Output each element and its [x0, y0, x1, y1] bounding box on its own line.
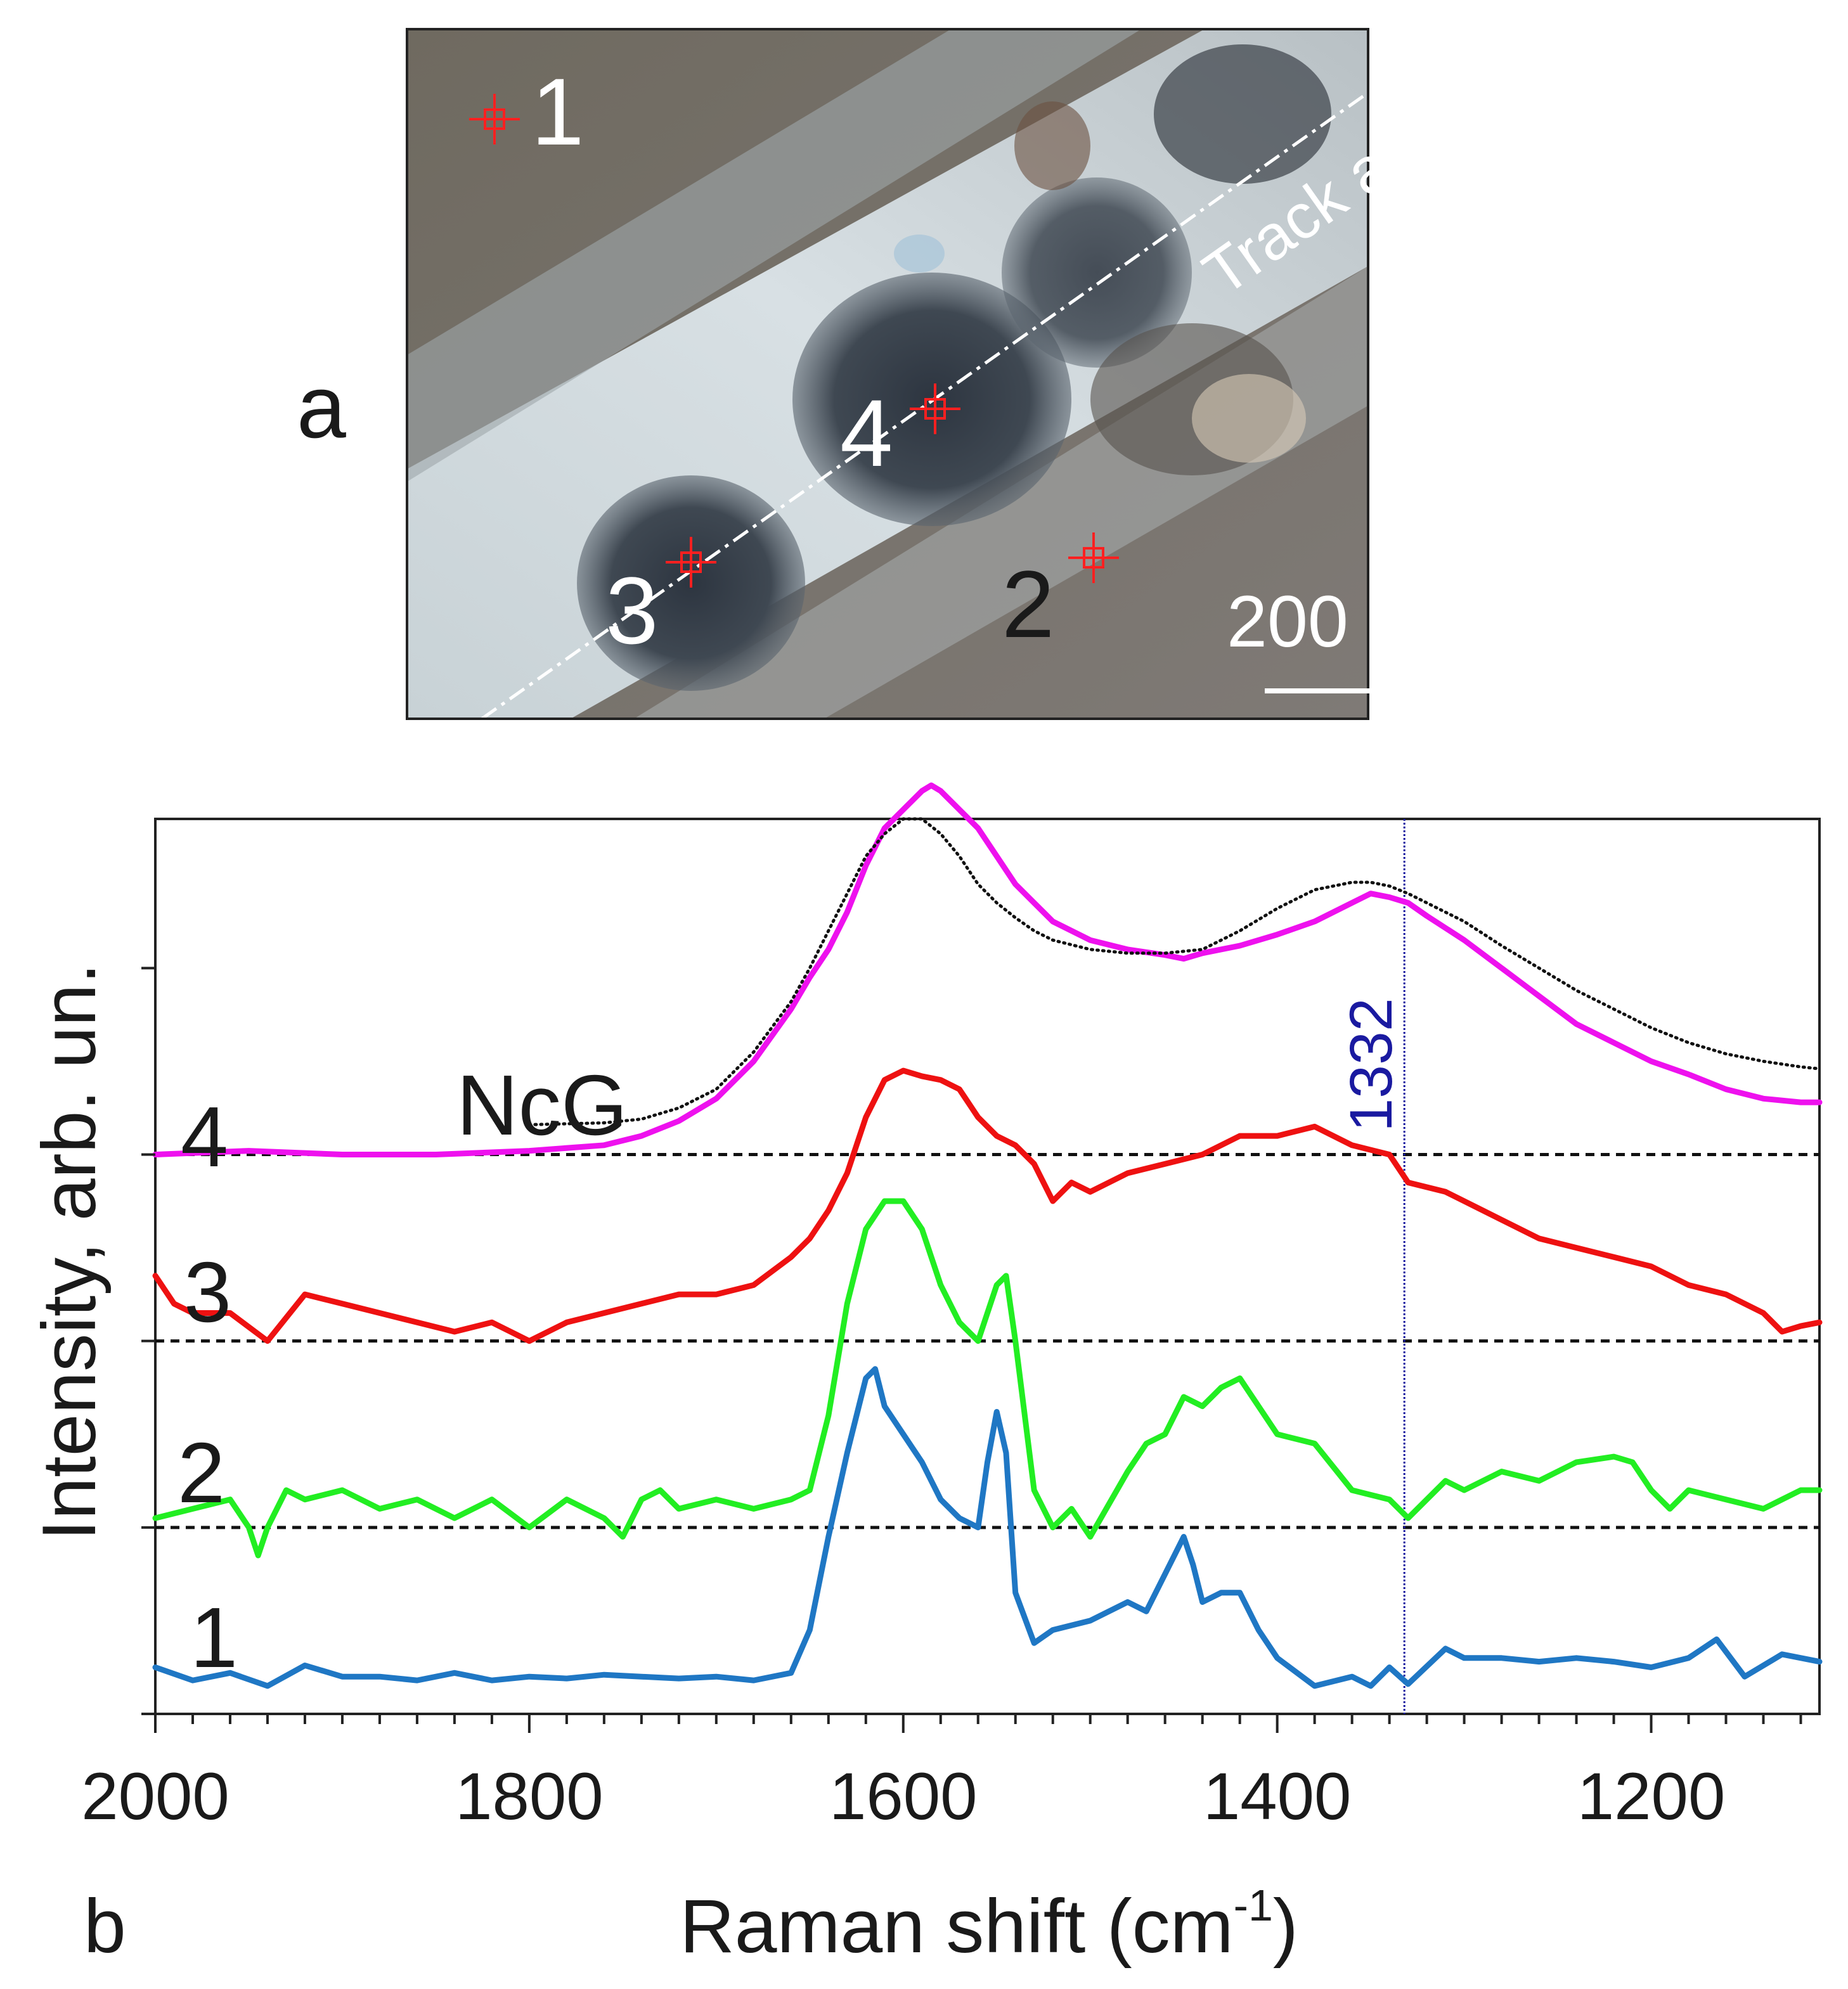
series-line-4 [152, 782, 1823, 1157]
series-line-ncg [527, 817, 1821, 1126]
series-label-3: 3 [184, 1244, 231, 1340]
raman-chart: 1332 2000 1800 1600 1400 1200 1 2 3 4 NcG Intens… [27, 782, 1823, 1969]
micrograph-panel: 1 4 3 2 Track axis 200 µm a [297, 28, 1522, 720]
scale-bar-label: 200 µm [1227, 581, 1471, 662]
plot-frame [154, 818, 1821, 1715]
x-tick-label-1400: 1400 [1203, 1760, 1352, 1834]
series-label-2: 2 [178, 1425, 225, 1521]
x-tick-label-1200: 1200 [1577, 1760, 1726, 1834]
point-label-1: 1 [531, 58, 584, 165]
x-axis-title: Raman shift (cm-1) [680, 1881, 1298, 1969]
point-marker-2 [1068, 532, 1119, 583]
point-marker-3 [666, 537, 716, 588]
x-axis-title-end: ) [1273, 1884, 1298, 1969]
point-label-2: 2 [1002, 551, 1054, 657]
x-tick-label-1800: 1800 [455, 1760, 604, 1834]
y-axis-ticks [141, 967, 155, 1715]
x-tick-label-1600: 1600 [829, 1760, 978, 1834]
series-labels: 1 2 3 4 NcG [178, 1057, 628, 1685]
panel-b-letter: b [84, 1884, 126, 1969]
series-label-4: 4 [181, 1089, 228, 1185]
x-axis-title-main: Raman shift (cm [680, 1884, 1234, 1969]
x-axis-title-sup: -1 [1234, 1881, 1273, 1930]
series-label-1: 1 [190, 1590, 238, 1685]
y-axis-title: Intensity, arb. un. [27, 963, 112, 1541]
track-axis-line [481, 91, 1368, 719]
series-label-ncg: NcG [456, 1057, 628, 1153]
point-marker-1 [469, 94, 520, 145]
x-tick-label-2000: 2000 [81, 1760, 229, 1834]
point-marker-4 [910, 383, 960, 434]
point-label-4: 4 [840, 380, 893, 486]
reference-line-group: 1332 [1338, 819, 1405, 1714]
series-group [152, 782, 1823, 1689]
series-line-3 [152, 1067, 1823, 1344]
reference-line-label: 1332 [1338, 998, 1405, 1131]
point-label-3: 3 [605, 557, 658, 664]
x-axis-ticks: 2000 1800 1600 1400 1200 [81, 1714, 1802, 1834]
series-line-1 [152, 1366, 1823, 1689]
series-line-2 [152, 1198, 1823, 1559]
panel-a-letter: a [297, 357, 346, 456]
